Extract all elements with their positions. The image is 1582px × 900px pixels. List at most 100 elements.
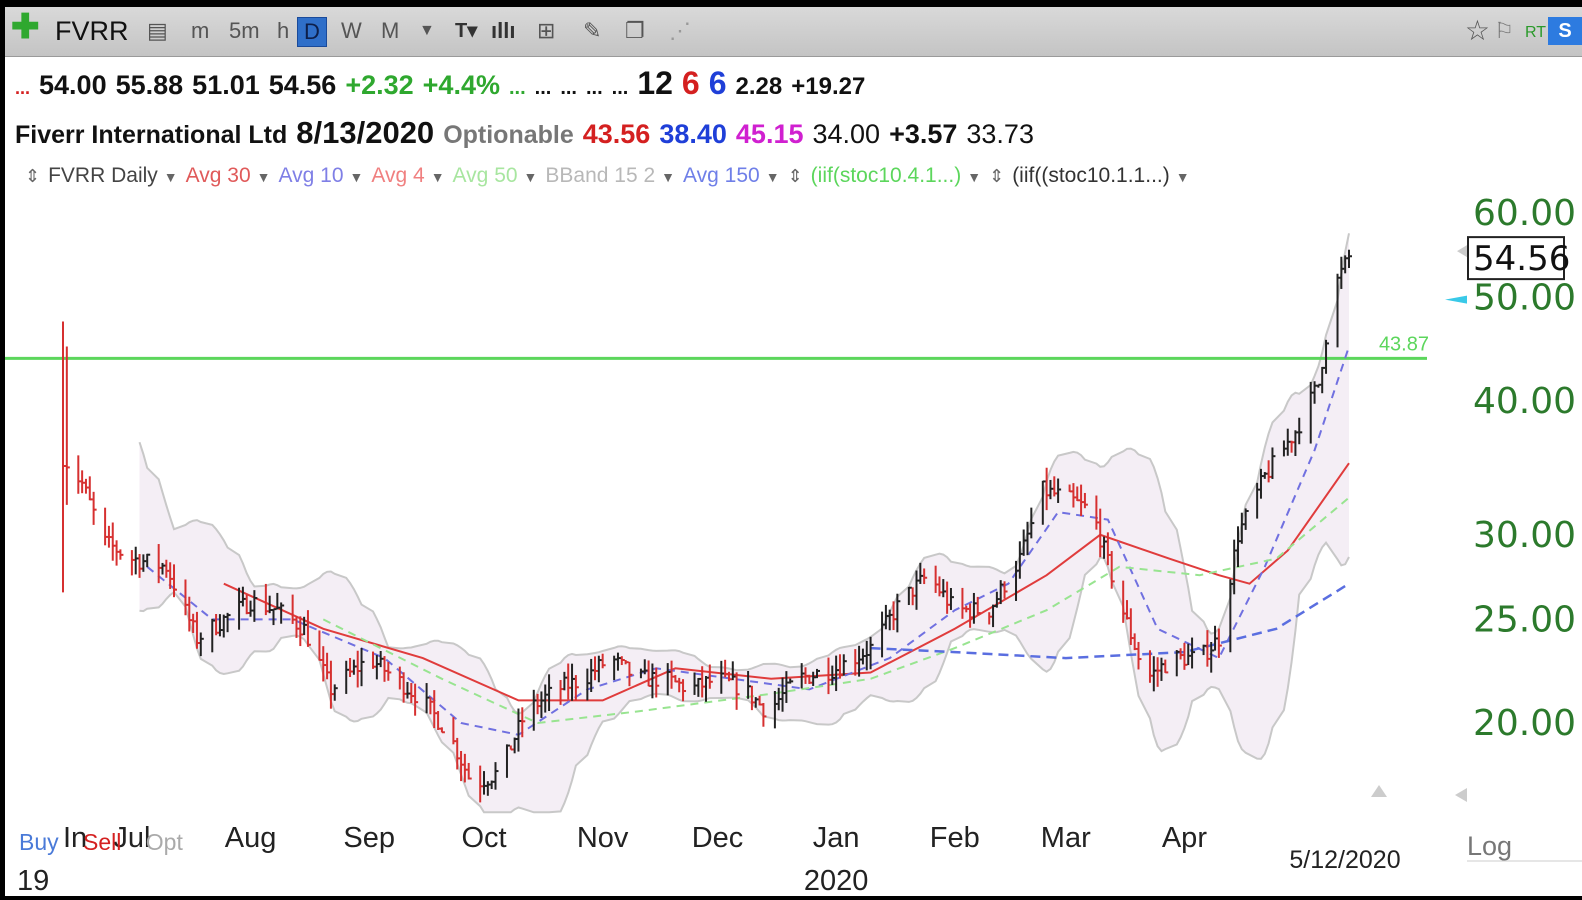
ratio-value: 2.28 — [735, 73, 783, 100]
s-button[interactable]: S — [1548, 17, 1582, 45]
dots-c: ... — [585, 77, 603, 99]
legend-avg30[interactable]: Avg 30 ▼ — [186, 164, 271, 187]
updown-arrow-icon[interactable]: ⇕ — [989, 166, 1005, 186]
scroll-up-icon — [1371, 785, 1387, 797]
count-value-2: 6 — [681, 65, 700, 101]
value-blue: 38.40 — [659, 119, 727, 149]
dropdown-arrow-icon[interactable]: ▼ — [419, 22, 435, 39]
updown-arrow-icon[interactable]: ⇕ — [787, 166, 803, 186]
legend-label: Avg 150 — [683, 164, 760, 187]
interval-hour[interactable]: h — [277, 18, 290, 43]
bars-icon[interactable]: ıllı — [491, 18, 516, 43]
x-tick-label: Apr — [1162, 822, 1207, 854]
grid-icon[interactable]: ⊞ — [537, 18, 556, 43]
high-value: 55.88 — [115, 70, 184, 100]
chevron-down-icon: ▼ — [163, 169, 178, 185]
value-plain: 34.00 — [812, 119, 881, 149]
x-tick-label: Feb — [930, 822, 980, 854]
interval-weekly[interactable]: W — [341, 18, 362, 43]
last-price-box — [1467, 236, 1565, 281]
dots-b: ... — [560, 77, 577, 99]
value-magenta: 45.15 — [735, 119, 804, 149]
log-scale-button[interactable]: Log — [1467, 831, 1513, 861]
moving-average-avg10 — [146, 346, 1350, 736]
x-tick-label: Aug — [225, 822, 277, 854]
value-last: 33.73 — [966, 119, 1034, 149]
dots-green: ... — [508, 77, 526, 99]
sell-button[interactable]: Sell — [83, 829, 122, 855]
legend-avg4[interactable]: Avg 4 ▼ — [371, 164, 444, 187]
y-tick-label: 25.00 — [1473, 599, 1576, 640]
optionable-label: Optionable — [443, 121, 574, 149]
bollinger-upper — [138, 233, 1350, 715]
resistance-label: 43.87 — [1379, 333, 1429, 355]
notes-icon[interactable]: ❐ — [625, 18, 645, 43]
legend-label: Avg 50 — [452, 164, 518, 187]
y-tick-label: 60.00 — [1473, 197, 1576, 234]
x-tick-label: Mar — [1041, 822, 1091, 854]
chevron-down-icon: ▼ — [967, 169, 982, 185]
legend-label: FVRR Daily — [48, 164, 158, 187]
printer-icon[interactable]: ▤ — [147, 18, 168, 43]
chevron-down-icon: ▼ — [256, 169, 271, 185]
count-value-1: 12 — [637, 65, 673, 101]
price-pointer-icon — [1457, 245, 1467, 258]
close-value: 54.56 — [268, 70, 337, 100]
buy-button[interactable]: Buy — [19, 829, 59, 855]
x-tick-label: Nov — [577, 822, 629, 854]
chevron-down-icon: ▼ — [430, 169, 445, 185]
price-chart[interactable]: 43.87 60.00 50.00 40.00 30.00 25.00 20.00 54.56… — [5, 197, 1582, 900]
legend-label: Avg 4 — [371, 164, 425, 187]
last-price-label: 54.56 — [1473, 239, 1570, 279]
interval-minute[interactable]: m — [191, 18, 210, 43]
bollinger-lower — [139, 541, 1350, 814]
realtime-button[interactable]: RT — [1524, 24, 1546, 41]
x-year-label: 2020 — [804, 865, 869, 897]
legend-fvrr-daily[interactable]: FVRR Daily ▼ — [48, 164, 178, 187]
quote-row-info: Fiverr International Ltd 8/13/2020 Optiona… — [15, 115, 1043, 151]
open-value: 54.00 — [39, 70, 107, 100]
share-icon[interactable]: ⋰ — [669, 18, 691, 43]
indicator-legend: ⇕ FVRR Daily ▼ Avg 30 ▼ Avg 10 ▼ Avg 4 ▼ Avg 50 ▼ B… — [25, 164, 1198, 194]
legend-avg50[interactable]: Avg 50 ▼ — [453, 164, 538, 187]
moving-average-avg150 — [870, 582, 1350, 660]
y-tick-label: 30.00 — [1473, 515, 1576, 556]
legend-avg150[interactable]: Avg 150 ▼ — [683, 164, 780, 187]
y-tick-label: 40.00 — [1473, 381, 1576, 422]
date-marker-label: 5/12/2020 — [1289, 846, 1400, 874]
legend-stoc-black[interactable]: (iif((stoc10.1.1...) ▼ — [1012, 164, 1189, 187]
pct-value: +19.27 — [791, 73, 866, 100]
flag-icon[interactable]: ⚐ — [1494, 18, 1514, 43]
dots-a: ... — [534, 77, 552, 99]
add-icon[interactable]: ✚ — [11, 8, 40, 46]
legend-label: Avg 30 — [185, 164, 251, 187]
quote-row-prices: ... 54.00 55.88 51.01 54.56 +2.32 +4.4%.......… — [15, 65, 874, 101]
opt-button[interactable]: Opt — [145, 829, 183, 855]
text-tool-icon[interactable]: T▾ — [455, 20, 478, 42]
symbol-label[interactable]: FVRR — [55, 16, 129, 46]
legend-label: (iif(stoc10.4.1...) — [810, 164, 962, 187]
legend-bband[interactable]: BBand 15 2 ▼ — [545, 164, 675, 187]
bollinger-fill — [139, 233, 1349, 813]
company-name: Fiverr International Ltd — [15, 121, 288, 149]
star-icon[interactable]: ☆ — [1464, 15, 1490, 46]
interval-5minute[interactable]: 5m — [229, 18, 260, 43]
chevron-down-icon: ▼ — [523, 169, 538, 185]
x-tick-label: Jul — [113, 822, 150, 854]
legend-label: (iif((stoc10.1.1...) — [1012, 164, 1170, 187]
moving-average-avg50 — [322, 496, 1350, 725]
chevron-down-icon: ▼ — [765, 169, 780, 185]
x-tick-label: Jan — [813, 822, 860, 854]
interval-daily[interactable]: D — [297, 17, 327, 47]
pencil-icon[interactable]: ✎ — [583, 18, 602, 43]
legend-stoc-green[interactable]: (iif(stoc10.4.1...) ▼ — [811, 164, 981, 187]
x-tick-label: Dec — [692, 822, 744, 854]
x-tick-label: Sep — [343, 822, 395, 854]
updown-arrow-icon[interactable]: ⇕ — [25, 166, 41, 186]
interval-monthly[interactable]: M — [381, 18, 400, 43]
chevron-down-icon: ▼ — [349, 169, 364, 185]
legend-avg10[interactable]: Avg 10 ▼ — [279, 164, 364, 187]
low-value: 51.01 — [192, 70, 260, 100]
legend-label: BBand 15 2 — [545, 164, 656, 187]
toolbar: ✚ FVRR ▤ m 5m h D W M ▼ T▾ ıllı ⊞ ✎ ❐ ⋰ … — [5, 7, 1582, 57]
